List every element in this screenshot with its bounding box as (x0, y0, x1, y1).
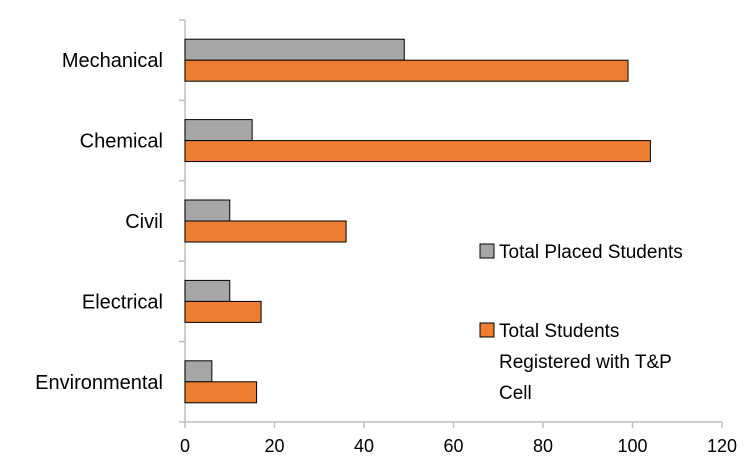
bar-mechanical-registered (184, 59, 629, 82)
x-tick-label-0: 0 (180, 436, 190, 456)
bar-electrical-placed (184, 279, 231, 302)
category-label-chemical: Chemical (80, 131, 163, 153)
bar-civil-placed (184, 199, 231, 222)
bar-chemical-registered (184, 140, 651, 163)
bar-chemical-placed (184, 119, 253, 142)
x-tick-label-20: 20 (264, 436, 284, 456)
bar-mechanical-placed (184, 38, 405, 61)
bar-environmental-registered (184, 381, 258, 404)
bar-electrical-registered (184, 300, 262, 323)
x-tick-label-120: 120 (707, 436, 737, 456)
legend-label-placed: Total Placed Students (499, 242, 683, 263)
category-label-environmental: Environmental (35, 372, 163, 394)
legend-swatch-placed (479, 243, 495, 259)
bar-environmental-placed (184, 360, 213, 383)
legend-label-registered: Total Students (499, 321, 619, 342)
category-label-electrical: Electrical (82, 291, 163, 313)
x-tick-label-80: 80 (533, 436, 553, 456)
bar-civil-registered (184, 220, 347, 243)
legend-label-registered: Cell (499, 383, 532, 404)
chart-legend: Total Placed Students Total Students Regis… (479, 242, 683, 404)
chart-bars (184, 38, 651, 404)
x-tick-label-40: 40 (354, 436, 374, 456)
legend-swatch-registered (479, 322, 495, 338)
x-tick-label-100: 100 (617, 436, 647, 456)
category-label-mechanical: Mechanical (62, 50, 163, 72)
x-tick-label-60: 60 (443, 436, 463, 456)
legend-label-registered: Registered with T&P (499, 352, 672, 373)
category-labels: Mechanical Chemical Civil Electrical Environ… (35, 50, 163, 394)
x-tick-labels: 0 20 40 60 80 100 120 (180, 436, 737, 456)
category-label-civil: Civil (125, 211, 163, 233)
